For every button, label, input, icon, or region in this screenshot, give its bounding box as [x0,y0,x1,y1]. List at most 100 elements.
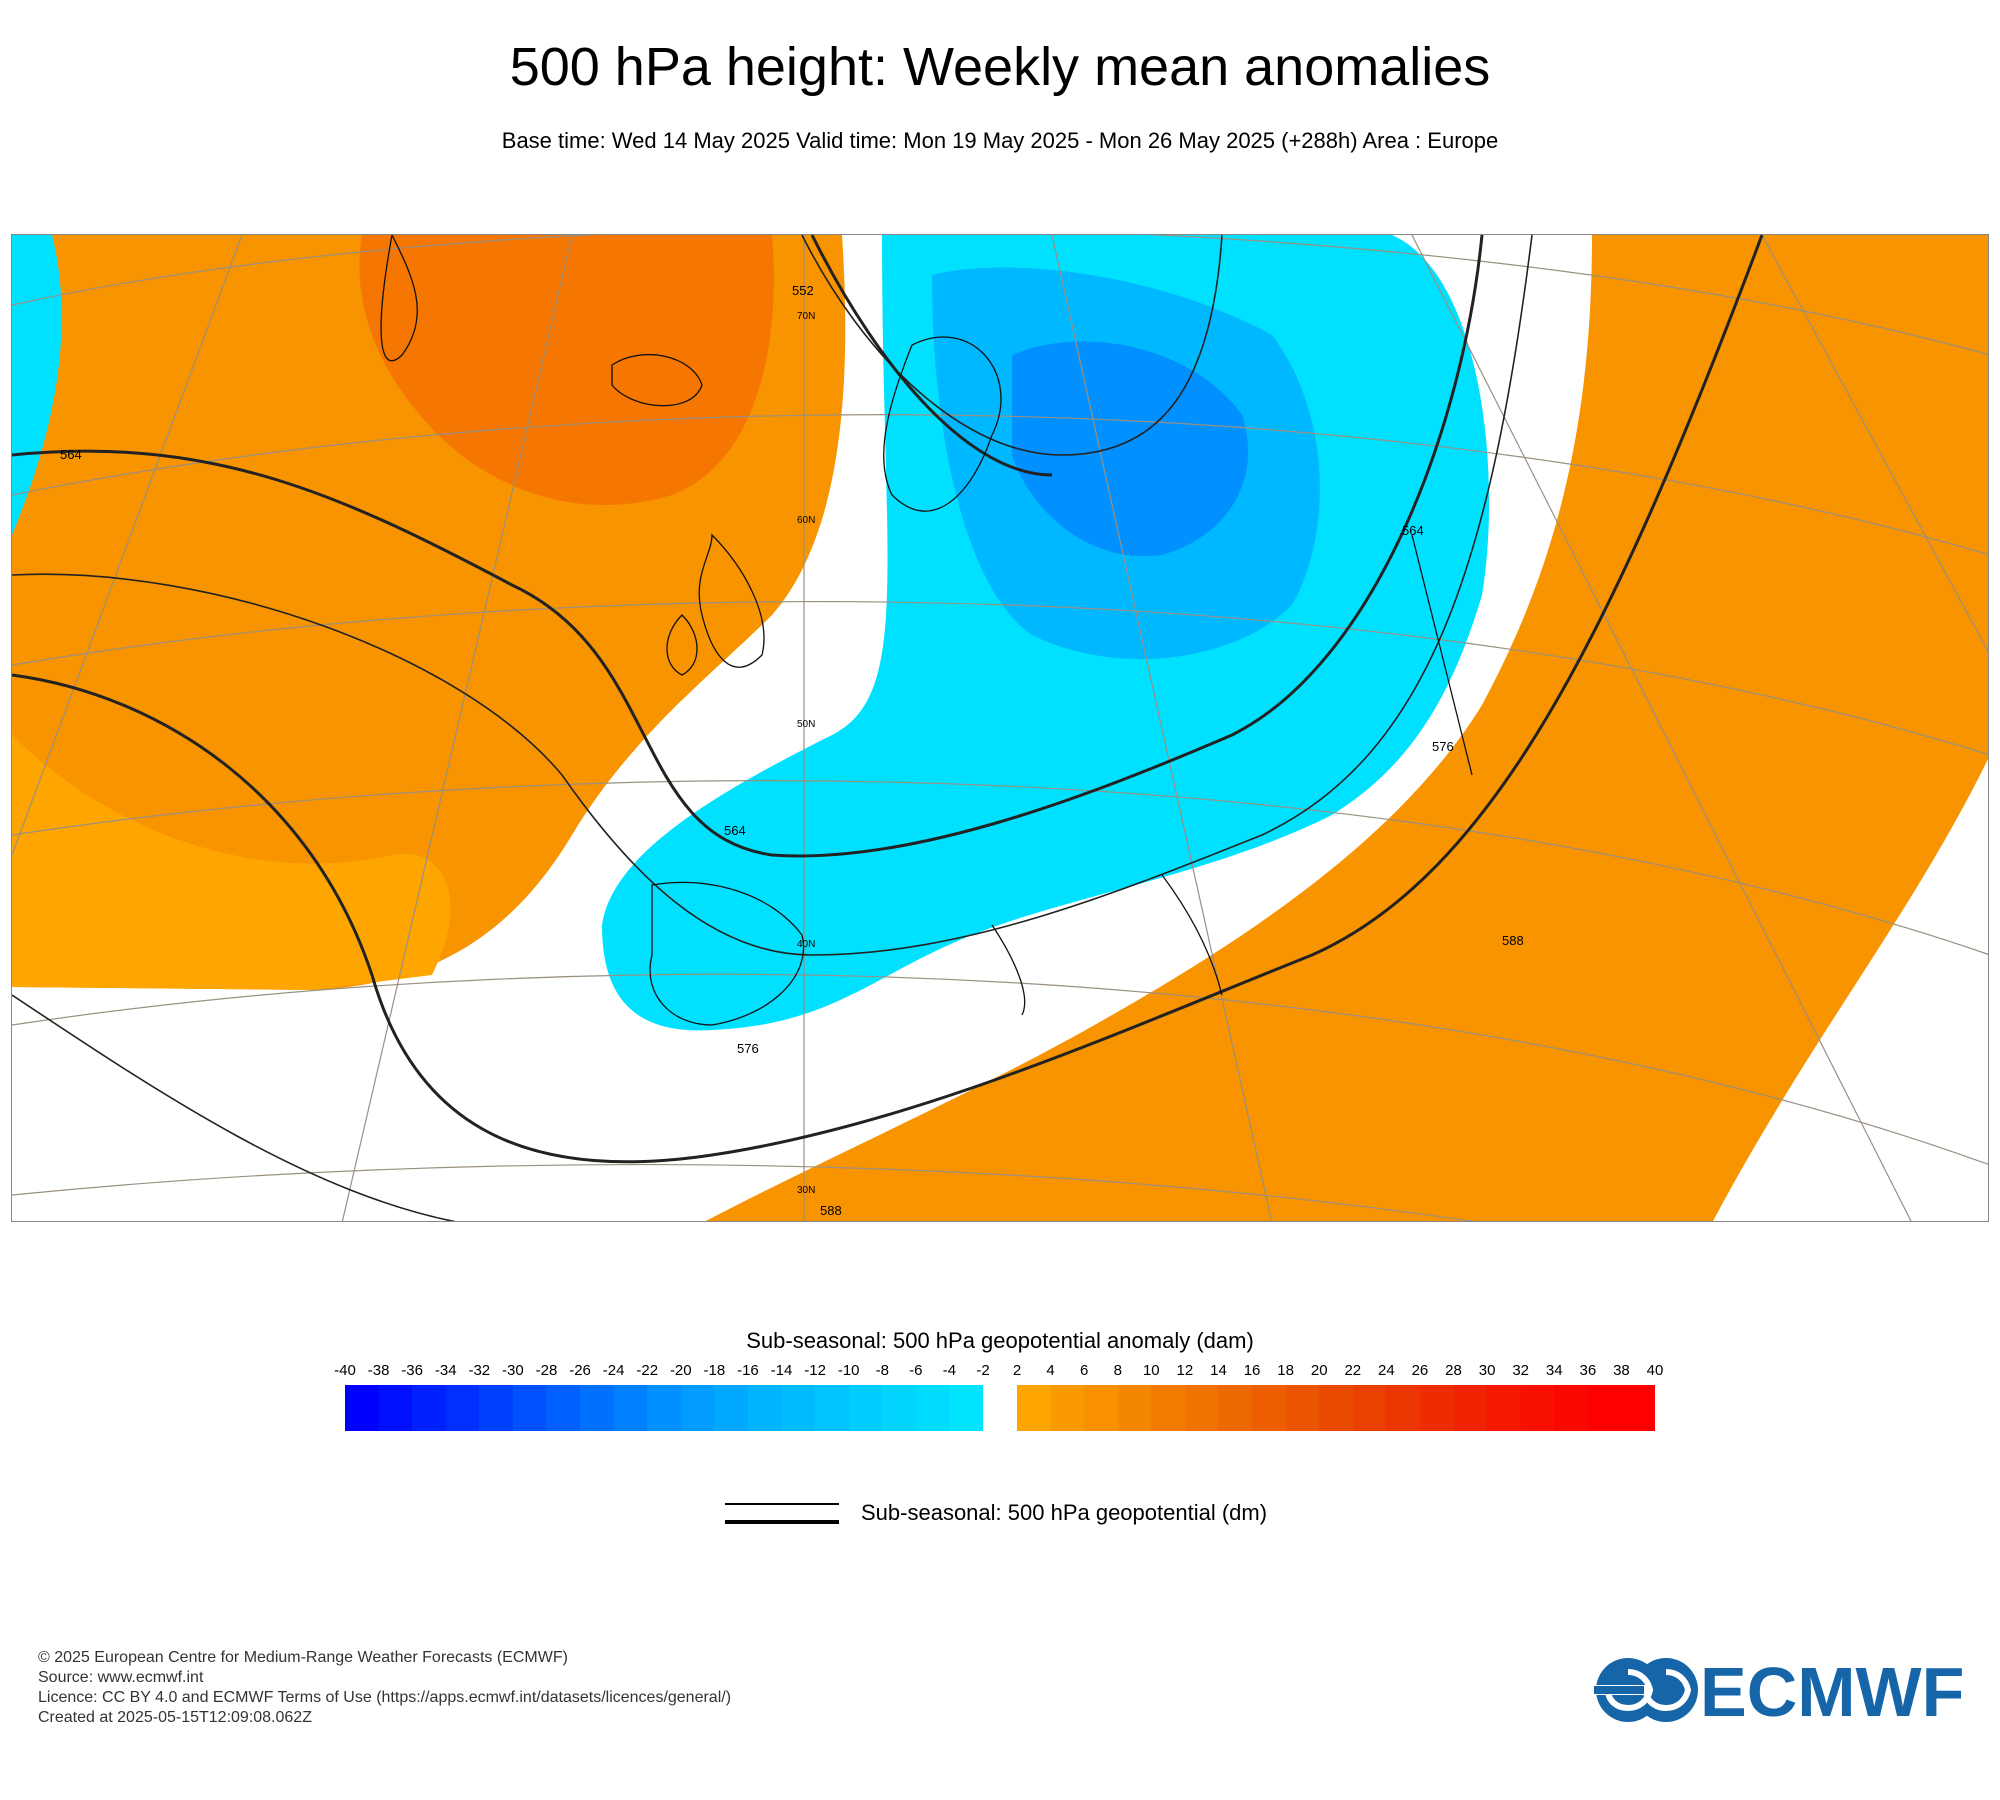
map-panel: 552 564 564 564 576 576 588 588 70N 60N … [11,234,1989,1222]
contour-label: 552 [792,283,814,298]
thin-line-sample [725,1503,839,1505]
legend-tick-label: 16 [1243,1362,1261,1379]
legend-color-cell [412,1385,446,1431]
thick-line-sample [725,1520,839,1524]
contour-label: 576 [737,1041,759,1056]
latitude-label: 30N [797,1185,815,1196]
legend-tick-label: 4 [1046,1362,1055,1379]
legend-tick-label: -2 [976,1362,990,1379]
legend-tick-label: -38 [367,1362,390,1379]
legend-color-cell [580,1385,614,1431]
legend-color-cell [445,1385,480,1431]
legend-tick-label: -8 [875,1362,889,1379]
legend-tick-label: -18 [703,1362,726,1379]
legend-tick-label: -40 [334,1362,356,1379]
map-title: 500 hPa height: Weekly mean anomalies [509,37,1491,97]
latitude-label: 40N [797,939,815,950]
positive-anomaly-southeast [705,235,1988,1221]
legend-negative-bar [345,1385,983,1431]
contour-label: 576 [1432,739,1454,754]
legend-color-cell [345,1385,379,1431]
legend-color-cell [613,1385,648,1431]
anomaly-map: 552 564 564 564 576 576 588 588 70N 60N … [12,235,1988,1221]
legend-color-cell [882,1385,916,1431]
logo-text: ECMWF [1700,1653,1964,1730]
weak-positive-anomaly-edge [12,735,451,990]
legend-color-cell [815,1385,849,1431]
legend-tick-label: 34 [1545,1362,1563,1379]
contour-line-legend [725,1498,839,1528]
legend-color-cell [747,1385,782,1431]
legend-color-cell [1520,1385,1555,1431]
legend-positive-bar [1017,1385,1655,1431]
legend-tick-label: 22 [1344,1362,1362,1379]
legend-tick-label: -14 [770,1362,793,1379]
legend-color-cell [1252,1385,1286,1431]
legend-tick-label: 2 [1012,1362,1022,1379]
legend-tick-label: 30 [1478,1362,1496,1379]
contour-line-legend-label: Sub-seasonal: 500 hPa geopotential (dm) [861,1500,1268,1525]
legend-tick-label: 26 [1411,1362,1429,1379]
footer-source: Source: www.ecmwf.int [38,1669,204,1686]
legend-color-cell [949,1385,983,1431]
footer-copyright: © 2025 European Centre for Medium-Range … [38,1649,568,1666]
footer-licence: Licence: CC BY 4.0 and ECMWF Terms of Us… [38,1689,732,1706]
contour-labels: 552 564 564 564 576 576 588 588 [60,283,1524,1218]
legend-tick-label: 10 [1142,1362,1160,1379]
legend-tick-label: 40 [1646,1362,1664,1379]
footer: © 2025 European Centre for Medium-Range … [38,1648,731,1728]
contour-label: 588 [1502,933,1524,948]
legend-color-cell [1285,1385,1320,1431]
legend-color-cell [915,1385,950,1431]
legend-color-cell [714,1385,748,1431]
contour-label: 588 [820,1203,842,1218]
legend-tick-label: -12 [804,1362,826,1379]
legend-tick-label: -24 [602,1362,625,1379]
latitude-label: 50N [797,719,815,730]
legend-tick-label: -30 [502,1362,524,1379]
legend-color-cell [1487,1385,1521,1431]
legend-color-cell [647,1385,681,1431]
legend-tick-label: -10 [837,1362,860,1379]
legend-tick-label: 14 [1210,1362,1227,1379]
legend-color-cell [1151,1385,1185,1431]
legend-color-cell [1386,1385,1420,1431]
legend-tick-label: -16 [737,1362,759,1379]
legend-tick-label: -36 [401,1362,423,1379]
graticule [12,235,1988,1221]
latitude-label: 60N [797,515,815,526]
legend-color-cell [1117,1385,1152,1431]
legend-color-cell [848,1385,883,1431]
footer-created: Created at 2025-05-15T12:09:08.062Z [38,1709,312,1726]
strong-negative-anomaly-baltic [1012,341,1249,557]
legend-color-cell [1419,1385,1454,1431]
coastlines [380,235,1473,1026]
strong-positive-anomaly-iceland [359,235,774,505]
legend-tick-label: -4 [942,1362,957,1379]
latitude-label: 70N [797,311,815,322]
legend-tick-label: 18 [1277,1362,1294,1379]
legend-tick-label: -22 [636,1362,659,1379]
legend-tick-label: 32 [1512,1362,1530,1379]
legend-tick-label: 12 [1176,1362,1194,1379]
legend-color-cell [1184,1385,1219,1431]
legend-tick-label: 36 [1579,1362,1597,1379]
legend-color-cell [1218,1385,1253,1431]
legend-tick-label: 28 [1445,1362,1462,1379]
legend-color-cell [479,1385,513,1431]
legend-tick-label: -6 [909,1362,923,1379]
legend-tick-label: 38 [1613,1362,1630,1379]
contour-label: 564 [1402,523,1424,538]
legend-color-cell [378,1385,413,1431]
negative-anomaly-west-edge [12,235,62,535]
map-subtitle: Base time: Wed 14 May 2025 Valid time: M… [501,128,1499,153]
legend-tick-label: -26 [569,1362,591,1379]
legend-tick-label: -28 [535,1362,558,1379]
legend-tick-label: 20 [1310,1362,1328,1379]
legend-color-cell [1554,1385,1588,1431]
legend-title: Sub-seasonal: 500 hPa geopotential anoma… [746,1328,1254,1353]
legend-tick-label: -32 [468,1362,491,1379]
legend-tick-label: 6 [1079,1362,1089,1379]
contour-label: 564 [60,447,82,462]
legend-tick-label: -20 [669,1362,692,1379]
